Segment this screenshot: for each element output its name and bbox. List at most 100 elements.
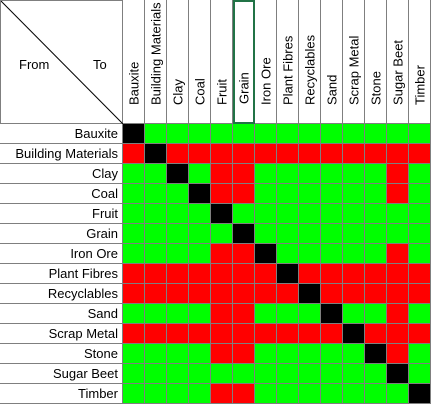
matrix-cell-red[interactable] <box>211 144 233 164</box>
matrix-cell-red[interactable] <box>189 324 211 344</box>
matrix-cell-green[interactable] <box>277 184 299 204</box>
matrix-cell-red[interactable] <box>123 144 145 164</box>
matrix-cell-green[interactable] <box>123 364 145 384</box>
matrix-cell-red[interactable] <box>299 144 321 164</box>
matrix-cell-green[interactable] <box>167 364 189 384</box>
matrix-cell-red[interactable] <box>277 324 299 344</box>
matrix-cell-green[interactable] <box>255 224 277 244</box>
matrix-cell-green[interactable] <box>189 204 211 224</box>
matrix-cell-red[interactable] <box>343 264 365 284</box>
matrix-cell-green[interactable] <box>145 184 167 204</box>
matrix-cell-green[interactable] <box>321 124 343 144</box>
matrix-cell-black[interactable] <box>365 344 387 364</box>
matrix-cell-green[interactable] <box>255 304 277 324</box>
matrix-cell-green[interactable] <box>189 124 211 144</box>
matrix-cell-red[interactable] <box>167 264 189 284</box>
matrix-cell-red[interactable] <box>145 284 167 304</box>
matrix-cell-green[interactable] <box>365 364 387 384</box>
matrix-cell-green[interactable] <box>189 164 211 184</box>
matrix-cell-red[interactable] <box>211 384 233 404</box>
matrix-cell-green[interactable] <box>255 204 277 224</box>
matrix-cell-green[interactable] <box>145 344 167 364</box>
matrix-cell-green[interactable] <box>321 204 343 224</box>
matrix-cell-black[interactable] <box>409 384 431 404</box>
matrix-cell-red[interactable] <box>409 144 431 164</box>
matrix-cell-green[interactable] <box>277 344 299 364</box>
matrix-cell-red[interactable] <box>233 164 255 184</box>
matrix-cell-red[interactable] <box>167 284 189 304</box>
row-header-scrap-metal[interactable]: Scrap Metal <box>0 324 123 344</box>
matrix-cell-green[interactable] <box>299 204 321 224</box>
matrix-cell-green[interactable] <box>167 304 189 324</box>
matrix-cell-green[interactable] <box>123 304 145 324</box>
matrix-cell-green[interactable] <box>145 224 167 244</box>
matrix-cell-red[interactable] <box>365 144 387 164</box>
matrix-cell-green[interactable] <box>123 164 145 184</box>
matrix-cell-green[interactable] <box>343 224 365 244</box>
matrix-cell-red[interactable] <box>387 344 409 364</box>
matrix-cell-green[interactable] <box>343 124 365 144</box>
matrix-cell-green[interactable] <box>277 124 299 144</box>
row-header-coal[interactable]: Coal <box>0 184 123 204</box>
row-header-building-materials[interactable]: Building Materials <box>0 144 123 164</box>
matrix-cell-red[interactable] <box>387 164 409 184</box>
matrix-cell-green[interactable] <box>123 184 145 204</box>
matrix-cell-red[interactable] <box>343 144 365 164</box>
matrix-cell-green[interactable] <box>167 204 189 224</box>
matrix-cell-green[interactable] <box>167 224 189 244</box>
matrix-cell-green[interactable] <box>277 164 299 184</box>
matrix-cell-black[interactable] <box>277 264 299 284</box>
matrix-cell-red[interactable] <box>211 244 233 264</box>
column-header-stone[interactable]: Stone <box>365 0 387 124</box>
matrix-cell-red[interactable] <box>233 264 255 284</box>
matrix-cell-red[interactable] <box>189 284 211 304</box>
matrix-cell-green[interactable] <box>387 204 409 224</box>
matrix-cell-green[interactable] <box>167 344 189 364</box>
matrix-cell-green[interactable] <box>365 384 387 404</box>
matrix-cell-red[interactable] <box>233 304 255 324</box>
matrix-cell-green[interactable] <box>189 344 211 364</box>
matrix-cell-red[interactable] <box>233 184 255 204</box>
matrix-cell-red[interactable] <box>387 264 409 284</box>
matrix-cell-green[interactable] <box>321 164 343 184</box>
matrix-cell-green[interactable] <box>365 304 387 324</box>
matrix-cell-green[interactable] <box>167 124 189 144</box>
matrix-cell-green[interactable] <box>167 384 189 404</box>
matrix-cell-green[interactable] <box>145 124 167 144</box>
matrix-cell-green[interactable] <box>255 124 277 144</box>
matrix-cell-green[interactable] <box>343 184 365 204</box>
matrix-cell-green[interactable] <box>387 224 409 244</box>
matrix-cell-black[interactable] <box>343 324 365 344</box>
matrix-cell-red[interactable] <box>387 324 409 344</box>
matrix-cell-red[interactable] <box>211 264 233 284</box>
matrix-cell-green[interactable] <box>321 344 343 364</box>
matrix-cell-green[interactable] <box>189 384 211 404</box>
matrix-cell-red[interactable] <box>387 184 409 204</box>
matrix-cell-green[interactable] <box>343 344 365 364</box>
matrix-cell-green[interactable] <box>189 364 211 384</box>
matrix-cell-green[interactable] <box>233 204 255 224</box>
matrix-cell-red[interactable] <box>233 384 255 404</box>
matrix-cell-green[interactable] <box>321 384 343 404</box>
matrix-cell-red[interactable] <box>321 144 343 164</box>
matrix-cell-red[interactable] <box>233 244 255 264</box>
matrix-cell-red[interactable] <box>211 324 233 344</box>
matrix-cell-red[interactable] <box>167 324 189 344</box>
matrix-cell-red[interactable] <box>277 284 299 304</box>
matrix-cell-green[interactable] <box>299 304 321 324</box>
matrix-cell-black[interactable] <box>211 204 233 224</box>
matrix-cell-green[interactable] <box>123 384 145 404</box>
matrix-cell-red[interactable] <box>211 304 233 324</box>
matrix-cell-green[interactable] <box>343 244 365 264</box>
matrix-cell-green[interactable] <box>299 124 321 144</box>
matrix-cell-red[interactable] <box>409 264 431 284</box>
row-header-sand[interactable]: Sand <box>0 304 123 324</box>
matrix-cell-green[interactable] <box>409 364 431 384</box>
matrix-cell-red[interactable] <box>211 164 233 184</box>
matrix-cell-red[interactable] <box>365 284 387 304</box>
column-header-timber[interactable]: Timber <box>409 0 431 124</box>
matrix-cell-red[interactable] <box>321 264 343 284</box>
matrix-cell-green[interactable] <box>189 224 211 244</box>
row-header-fruit[interactable]: Fruit <box>0 204 123 224</box>
row-header-timber[interactable]: Timber <box>0 384 123 404</box>
